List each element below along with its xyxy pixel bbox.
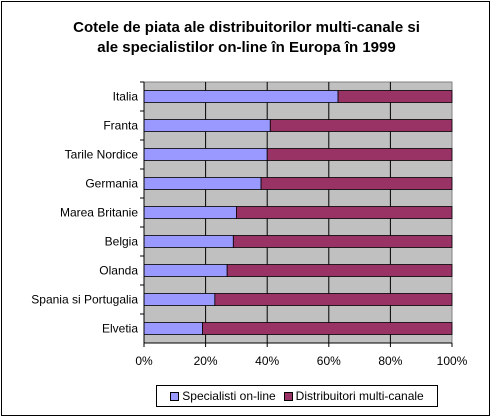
bar-specialisti-0 (143, 90, 339, 103)
chart-legend: Specialisti on-line Distribuitori multi-… (156, 385, 438, 407)
bar-distribuitori-2 (266, 148, 453, 161)
bar-specialisti-5 (143, 235, 234, 248)
bar-distribuitori-0 (337, 90, 453, 103)
chart-title: Cotele de piata ale distribuitorilor mul… (0, 18, 493, 58)
x-tick-label: 80% (378, 354, 402, 368)
legend-swatch-specialisti (170, 391, 180, 401)
bar-distribuitori-3 (260, 177, 453, 190)
bar-specialisti-2 (143, 148, 268, 161)
legend-label-distribuitori: Distribuitori multi-canale (295, 389, 424, 403)
category-label: Spania si Portugalia (31, 293, 138, 307)
bar-distribuitori-1 (269, 119, 453, 132)
legend-swatch-distribuitori (283, 391, 293, 401)
category-label: Italia (113, 90, 139, 104)
legend-entry-specialisti: Specialisti on-line (170, 389, 276, 403)
legend-label-specialisti: Specialisti on-line (182, 389, 276, 403)
bar-specialisti-8 (143, 322, 203, 335)
bar-distribuitori-7 (214, 293, 453, 306)
bar-specialisti-7 (143, 293, 216, 306)
legend-entry-distribuitori: Distribuitori multi-canale (283, 389, 424, 403)
category-label: Belgia (105, 235, 139, 249)
x-tick-label: 40% (255, 354, 279, 368)
bar-distribuitori-6 (226, 264, 453, 277)
x-tick-label: 0% (135, 354, 153, 368)
bar-distribuitori-5 (232, 235, 453, 248)
category-label: Tarile Nordice (65, 148, 139, 162)
chart-title-line-2: ale specialistilor on-line în Europa în … (97, 39, 396, 56)
category-label: Elvetia (102, 322, 138, 336)
category-label: Marea Britanie (60, 206, 138, 220)
bar-specialisti-6 (143, 264, 228, 277)
category-label: Germania (85, 177, 138, 191)
category-label: Franta (103, 119, 138, 133)
x-tick-label: 60% (317, 354, 341, 368)
x-tick-label: 100% (437, 354, 468, 368)
category-label: Olanda (99, 264, 138, 278)
bar-specialisti-4 (143, 206, 237, 219)
x-tick-label: 20% (194, 354, 218, 368)
bar-specialisti-1 (143, 119, 271, 132)
chart-title-line-1: Cotele de piata ale distribuitorilor mul… (73, 19, 420, 36)
bar-specialisti-3 (143, 177, 262, 190)
bar-distribuitori-4 (235, 206, 453, 219)
bar-distribuitori-8 (202, 322, 453, 335)
